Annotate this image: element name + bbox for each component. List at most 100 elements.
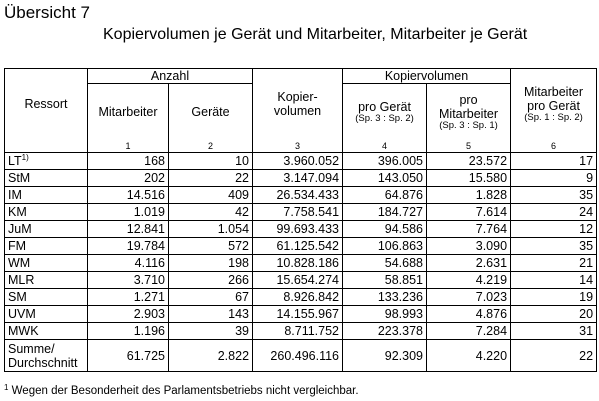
summary-label-line1: Summe/ bbox=[8, 341, 55, 356]
table-row: MLR 3.710 266 15.654.274 58.851 4.219 14 bbox=[4, 271, 598, 289]
header-pro-mitarbeiter: pro Mitarbeiter (Sp. 3 : Sp. 1) bbox=[426, 83, 512, 140]
header-pro-mitarbeiter-note: (Sp. 3 : Sp. 1) bbox=[439, 119, 498, 131]
cell-pro-geraet: 64.876 bbox=[342, 186, 428, 204]
header-mitarbeiter: Mitarbeiter bbox=[87, 83, 169, 140]
header-mitarbeiter-pro-geraet-note: (Sp. 1 : Sp. 2) bbox=[524, 112, 583, 124]
cell-ressort: MLR bbox=[4, 271, 88, 289]
cell-geraete: 409 bbox=[167, 186, 254, 204]
cell-ressort: FM bbox=[4, 237, 88, 255]
cell-mitarbeiter: 12.841 bbox=[87, 220, 169, 238]
cell-pro-geraet: 143.050 bbox=[342, 169, 428, 187]
cell-kopiervolumen: 3.960.052 bbox=[252, 152, 344, 170]
header-mitarbeiter-pro-geraet: Mitarbeiter pro Gerät (Sp. 1 : Sp. 2) bbox=[510, 68, 598, 140]
header-kopiervolumen-line1: Kopier- bbox=[277, 90, 318, 105]
table-header: Ressort Anzahl Kopier- volumen Kopiervol… bbox=[4, 68, 598, 153]
cell-ressort: KM bbox=[4, 203, 88, 221]
cell-mitarbeiter-pro-geraet: 35 bbox=[510, 237, 598, 255]
cell-mitarbeiter: 2.903 bbox=[87, 305, 169, 323]
cell-ressort: MWK bbox=[4, 322, 88, 340]
cell-pro-geraet: 54.688 bbox=[342, 254, 428, 272]
ressort-name: UVM bbox=[8, 307, 36, 321]
cell-pro-geraet: 184.727 bbox=[342, 203, 428, 221]
header-kopiervolumen-line2: volumen bbox=[273, 104, 322, 119]
header-geraete: Geräte bbox=[167, 83, 254, 140]
cell-mitarbeiter: 1.196 bbox=[87, 322, 169, 340]
ressort-name: LT bbox=[8, 154, 22, 168]
table-row: StM 202 22 3.147.094 143.050 15.580 9 bbox=[4, 169, 598, 187]
table-row: MWK 1.196 39 8.711.752 223.378 7.284 31 bbox=[4, 322, 598, 340]
cell-ressort: SM bbox=[4, 288, 88, 306]
cell-pro-mitarbeiter: 15.580 bbox=[426, 169, 512, 187]
cell-pro-geraet: 58.851 bbox=[342, 271, 428, 289]
overview-label: Übersicht 7 bbox=[4, 3, 90, 22]
cell-mitarbeiter-pro-geraet: 35 bbox=[510, 186, 598, 204]
summary-label: Summe/Durchschnitt bbox=[4, 339, 88, 372]
cell-kopiervolumen: 3.147.094 bbox=[252, 169, 344, 187]
ressort-name: SM bbox=[8, 290, 27, 304]
table-row: KM 1.019 42 7.758.541 184.727 7.614 24 bbox=[4, 203, 598, 221]
table-row: UVM 2.903 143 14.155.967 98.993 4.876 20 bbox=[4, 305, 598, 323]
cell-mitarbeiter-pro-geraet: 31 bbox=[510, 322, 598, 340]
cell-geraete: 22 bbox=[167, 169, 254, 187]
cell-geraete: 10 bbox=[167, 152, 254, 170]
cell-mitarbeiter: 168 bbox=[87, 152, 169, 170]
cell-pro-mitarbeiter: 7.614 bbox=[426, 203, 512, 221]
ressort-name: KM bbox=[8, 205, 27, 219]
ressort-name: JuM bbox=[8, 222, 32, 236]
cell-mitarbeiter-pro-geraet: 21 bbox=[510, 254, 598, 272]
cell-mitarbeiter: 3.710 bbox=[87, 271, 169, 289]
cell-geraete: 198 bbox=[167, 254, 254, 272]
header-ressort: Ressort bbox=[4, 68, 88, 140]
cell-pro-mitarbeiter: 7.023 bbox=[426, 288, 512, 306]
cell-kopiervolumen: 10.828.186 bbox=[252, 254, 344, 272]
cell-geraete: 143 bbox=[167, 305, 254, 323]
column-number: 2 bbox=[167, 139, 254, 153]
cell-ressort: WM bbox=[4, 254, 88, 272]
summary-row: Summe/Durchschnitt 61.725 2.822 260.496.116… bbox=[4, 339, 598, 372]
cell-mitarbeiter-pro-geraet: 17 bbox=[510, 152, 598, 170]
cell-mitarbeiter-pro-geraet: 14 bbox=[510, 271, 598, 289]
table-row: IM 14.516 409 26.534.433 64.876 1.828 35 bbox=[4, 186, 598, 204]
summary-pro-geraet: 92.309 bbox=[342, 339, 428, 372]
cell-kopiervolumen: 7.758.541 bbox=[252, 203, 344, 221]
cell-kopiervolumen: 14.155.967 bbox=[252, 305, 344, 323]
cell-mitarbeiter-pro-geraet: 24 bbox=[510, 203, 598, 221]
column-number: 4 bbox=[342, 139, 428, 153]
header-kopiervolumen: Kopier- volumen bbox=[252, 68, 344, 140]
cell-pro-mitarbeiter: 2.631 bbox=[426, 254, 512, 272]
header-mitarbeiter-pro-geraet-line1: Mitarbeiter bbox=[524, 85, 584, 100]
cell-mitarbeiter: 202 bbox=[87, 169, 169, 187]
cell-geraete: 1.054 bbox=[167, 220, 254, 238]
cell-ressort: StM bbox=[4, 169, 88, 187]
header-mitarbeiter-pro-geraet-line2: pro Gerät bbox=[527, 99, 580, 114]
cell-geraete: 42 bbox=[167, 203, 254, 221]
cell-geraete: 266 bbox=[167, 271, 254, 289]
cell-geraete: 39 bbox=[167, 322, 254, 340]
cell-pro-mitarbeiter: 23.572 bbox=[426, 152, 512, 170]
cell-kopiervolumen: 15.654.274 bbox=[252, 271, 344, 289]
cell-pro-mitarbeiter: 4.876 bbox=[426, 305, 512, 323]
cell-mitarbeiter: 19.784 bbox=[87, 237, 169, 255]
ressort-name: StM bbox=[8, 171, 31, 185]
footnote-reference: 1) bbox=[21, 153, 29, 162]
summary-mitarbeiter-pro-geraet: 22 bbox=[510, 339, 598, 372]
column-number: 5 bbox=[426, 139, 512, 153]
header-pro-geraet-note: (Sp. 3 : Sp. 2) bbox=[355, 112, 414, 124]
footnote-text: Wegen der Besonderheit des Parlamentsbet… bbox=[8, 385, 359, 397]
table-body: LT1) 168 10 3.960.052 396.005 23.572 17 StM 202 2… bbox=[4, 152, 598, 372]
cell-mitarbeiter: 1.019 bbox=[87, 203, 169, 221]
cell-pro-geraet: 106.863 bbox=[342, 237, 428, 255]
table-row: LT1) 168 10 3.960.052 396.005 23.572 17 bbox=[4, 152, 598, 170]
cell-pro-mitarbeiter: 3.090 bbox=[426, 237, 512, 255]
cell-mitarbeiter: 1.271 bbox=[87, 288, 169, 306]
data-table: Ressort Anzahl Kopier- volumen Kopiervol… bbox=[4, 68, 598, 372]
footnote-mark: 1 bbox=[4, 383, 9, 392]
ressort-name: IM bbox=[8, 188, 22, 202]
column-number: 3 bbox=[252, 139, 344, 153]
summary-geraete: 2.822 bbox=[167, 339, 254, 372]
cell-ressort: JuM bbox=[4, 220, 88, 238]
header-group-anzahl: Anzahl bbox=[86, 68, 254, 84]
summary-label-line2: Durchschnitt bbox=[8, 355, 78, 370]
cell-kopiervolumen: 61.125.542 bbox=[252, 237, 344, 255]
cell-pro-geraet: 396.005 bbox=[342, 152, 428, 170]
